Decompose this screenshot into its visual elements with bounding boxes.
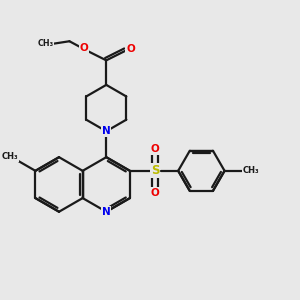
Text: S: S [151,164,159,177]
Text: CH₃: CH₃ [37,40,53,49]
Text: CH₃: CH₃ [2,152,19,161]
Text: N: N [102,207,111,217]
Text: O: O [80,43,88,53]
Text: O: O [151,188,159,198]
Text: CH₃: CH₃ [243,166,260,175]
Text: O: O [151,144,159,154]
Text: O: O [126,44,135,54]
Text: N: N [102,126,111,136]
